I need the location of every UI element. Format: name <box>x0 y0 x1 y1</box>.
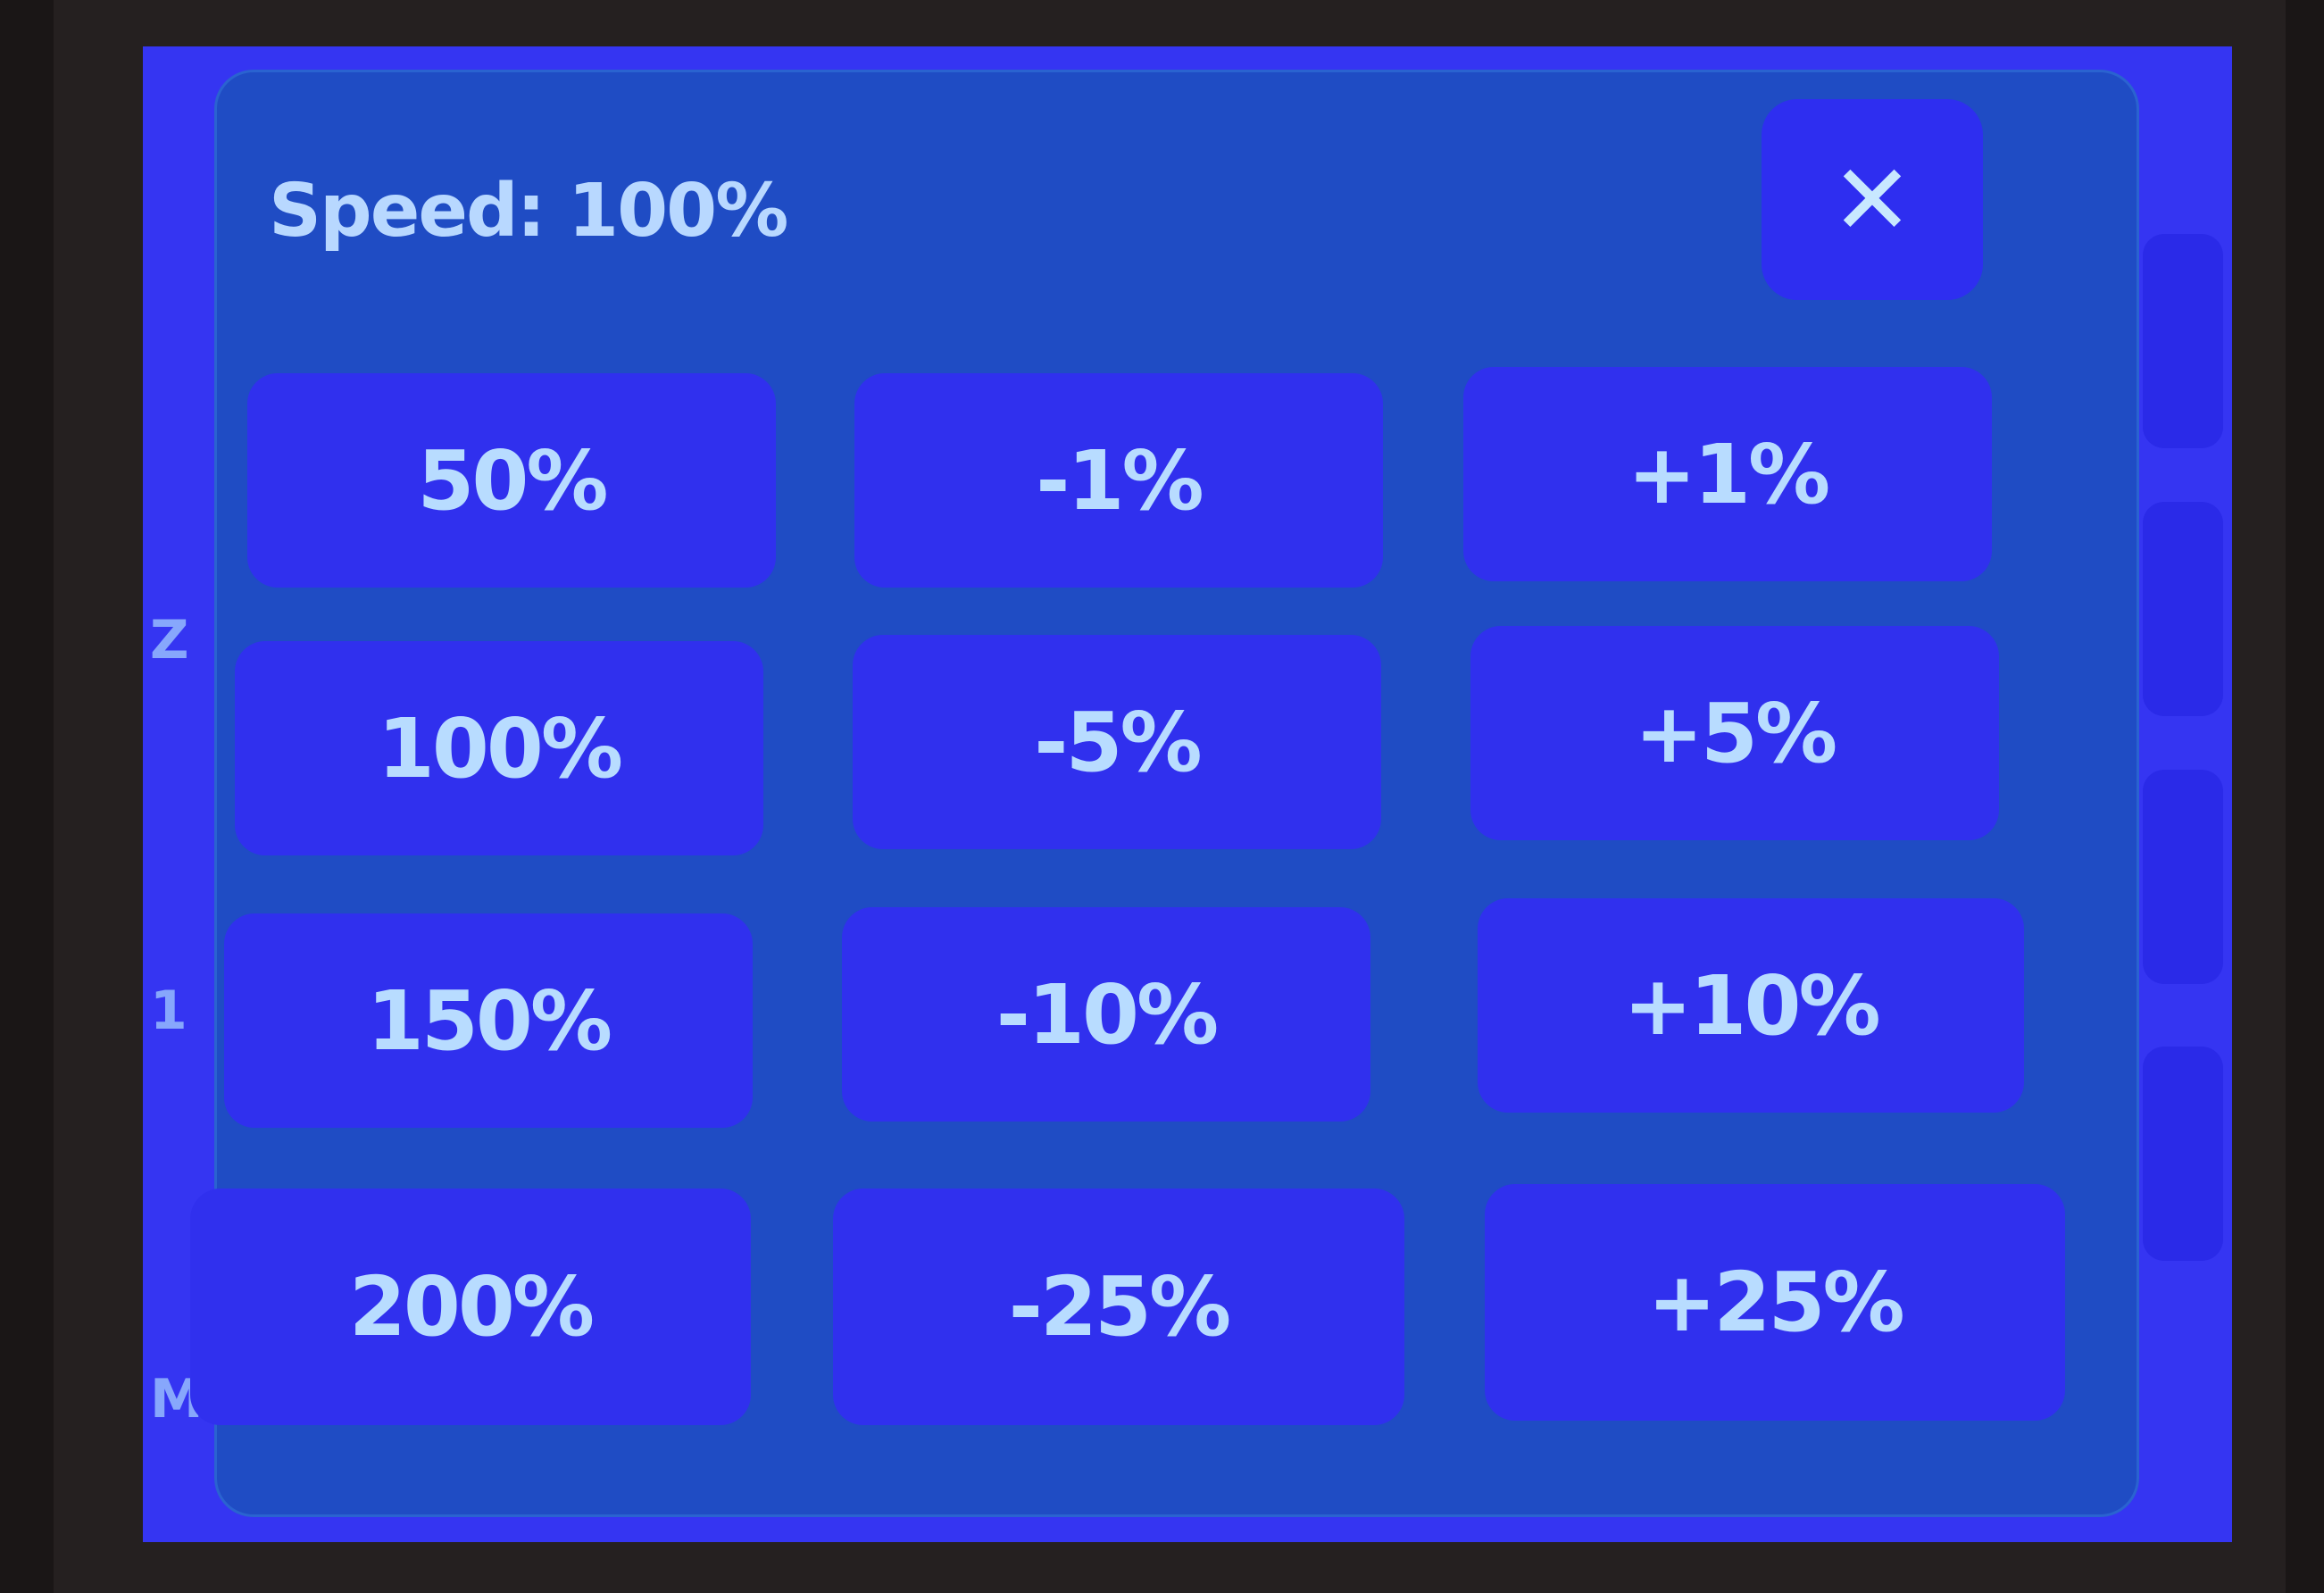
close-icon: ✕ <box>1830 142 1914 257</box>
background-tab <box>2143 234 2223 448</box>
speed-minus-10-button[interactable]: -10% <box>842 907 1370 1122</box>
speed-minus-5-button[interactable]: -5% <box>853 635 1381 849</box>
speed-plus-25-button[interactable]: +25% <box>1485 1184 2065 1421</box>
background-tab <box>2143 1047 2223 1261</box>
speed-200-button[interactable]: 200% <box>190 1188 751 1425</box>
speed-plus-1-button[interactable]: +1% <box>1463 367 1992 581</box>
close-button[interactable]: ✕ <box>1762 99 1983 300</box>
speed-100-button[interactable]: 100% <box>235 641 763 855</box>
speed-minus-1-button[interactable]: -1% <box>854 373 1383 588</box>
speed-150-button[interactable]: 150% <box>224 913 753 1128</box>
speed-minus-25-button[interactable]: -25% <box>833 1188 1404 1425</box>
background-label: Z <box>150 609 189 671</box>
speed-50-button[interactable]: 50% <box>247 373 776 588</box>
speed-title: Speed: 100% <box>269 169 788 254</box>
speed-plus-10-button[interactable]: +10% <box>1478 898 2024 1113</box>
background-tab <box>2143 502 2223 716</box>
speed-plus-5-button[interactable]: +5% <box>1470 626 1999 840</box>
speed-dialog: Speed: 100% ✕ 50% -1% +1% 100% -5% +5% 1… <box>190 70 2139 1517</box>
background-label: 1 <box>150 980 187 1042</box>
background-tab <box>2143 770 2223 984</box>
